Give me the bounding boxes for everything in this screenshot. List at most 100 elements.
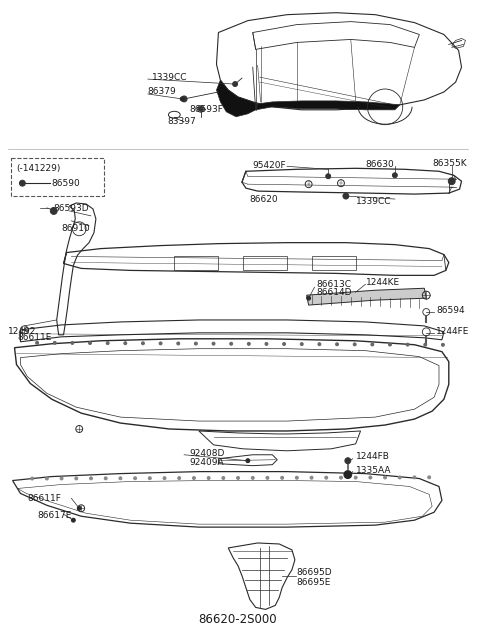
Circle shape [369,476,372,479]
Text: 1339CC: 1339CC [152,73,187,81]
Text: 86630: 86630 [365,160,394,169]
Text: 86593F: 86593F [189,105,223,114]
Circle shape [310,476,313,479]
Text: 86620-2S000: 86620-2S000 [199,613,277,626]
Circle shape [88,341,92,345]
Text: 92408D: 92408D [189,449,225,458]
Polygon shape [307,288,426,305]
Text: 1244FB: 1244FB [356,452,390,461]
Polygon shape [256,101,400,110]
Circle shape [353,343,356,346]
Text: 86355K: 86355K [432,159,467,168]
Circle shape [428,476,431,479]
Text: 86695E: 86695E [297,578,331,587]
Circle shape [31,477,34,480]
Circle shape [180,97,184,101]
Text: 86379: 86379 [148,88,177,97]
Text: 1244KE: 1244KE [365,278,399,287]
Circle shape [230,342,233,345]
Circle shape [413,476,416,479]
Circle shape [212,342,215,345]
Text: 86593D: 86593D [54,204,89,213]
Circle shape [181,96,187,102]
Text: 86594: 86594 [436,305,465,314]
Circle shape [104,477,107,480]
Circle shape [251,476,254,480]
Circle shape [246,459,250,463]
Circle shape [398,476,401,479]
Text: 86611E: 86611E [17,333,52,342]
Text: 86613C: 86613C [316,280,351,289]
Bar [174,256,218,271]
Circle shape [106,341,109,345]
Circle shape [424,343,427,346]
Text: 1244FE: 1244FE [436,327,469,336]
Circle shape [300,343,303,346]
Circle shape [325,476,328,479]
Bar [243,256,287,271]
Circle shape [148,476,151,480]
Circle shape [159,342,162,345]
Circle shape [198,107,203,111]
Circle shape [339,476,342,479]
Text: 86617E: 86617E [37,510,72,520]
Text: 86620: 86620 [250,194,278,204]
Circle shape [71,341,74,345]
Text: 86614D: 86614D [316,288,352,297]
Text: 86590: 86590 [52,179,81,187]
Circle shape [295,476,299,479]
Circle shape [281,476,284,480]
Circle shape [119,477,122,480]
Text: 95420F: 95420F [253,161,287,170]
Circle shape [388,343,392,346]
Circle shape [265,343,268,345]
Circle shape [178,476,180,480]
Circle shape [326,174,331,179]
Circle shape [53,341,56,345]
Text: 1339CC: 1339CC [356,196,391,206]
Circle shape [318,343,321,346]
Circle shape [77,506,81,510]
Circle shape [448,178,455,185]
Text: 92409A: 92409A [189,458,224,467]
Circle shape [46,477,48,480]
Circle shape [50,208,57,215]
Circle shape [194,342,197,345]
Polygon shape [216,80,258,117]
Text: (-141229): (-141229) [16,164,61,173]
Text: 86910: 86910 [61,224,90,233]
Circle shape [192,476,195,480]
Text: 86611F: 86611F [27,494,61,503]
Circle shape [36,341,38,345]
Text: 86695D: 86695D [297,568,333,577]
Circle shape [343,193,349,199]
Circle shape [371,343,374,346]
Circle shape [442,343,444,346]
Circle shape [344,471,352,478]
Circle shape [384,476,386,479]
Text: 83397: 83397 [168,117,196,126]
Circle shape [307,296,311,300]
Circle shape [60,477,63,480]
Circle shape [142,342,144,345]
Text: 12492: 12492 [8,327,36,336]
Circle shape [75,477,78,480]
Circle shape [124,342,127,345]
Circle shape [393,173,397,178]
Circle shape [283,343,286,346]
Circle shape [354,476,357,479]
Circle shape [345,457,351,464]
Circle shape [247,343,250,345]
Circle shape [163,476,166,480]
Circle shape [90,477,93,480]
Circle shape [336,343,338,346]
Circle shape [207,476,210,480]
Circle shape [406,343,409,346]
Circle shape [20,180,25,186]
Circle shape [72,518,75,522]
Circle shape [177,342,180,345]
Circle shape [133,477,137,480]
Circle shape [266,476,269,480]
Text: 1335AA: 1335AA [356,466,391,475]
Circle shape [222,476,225,480]
